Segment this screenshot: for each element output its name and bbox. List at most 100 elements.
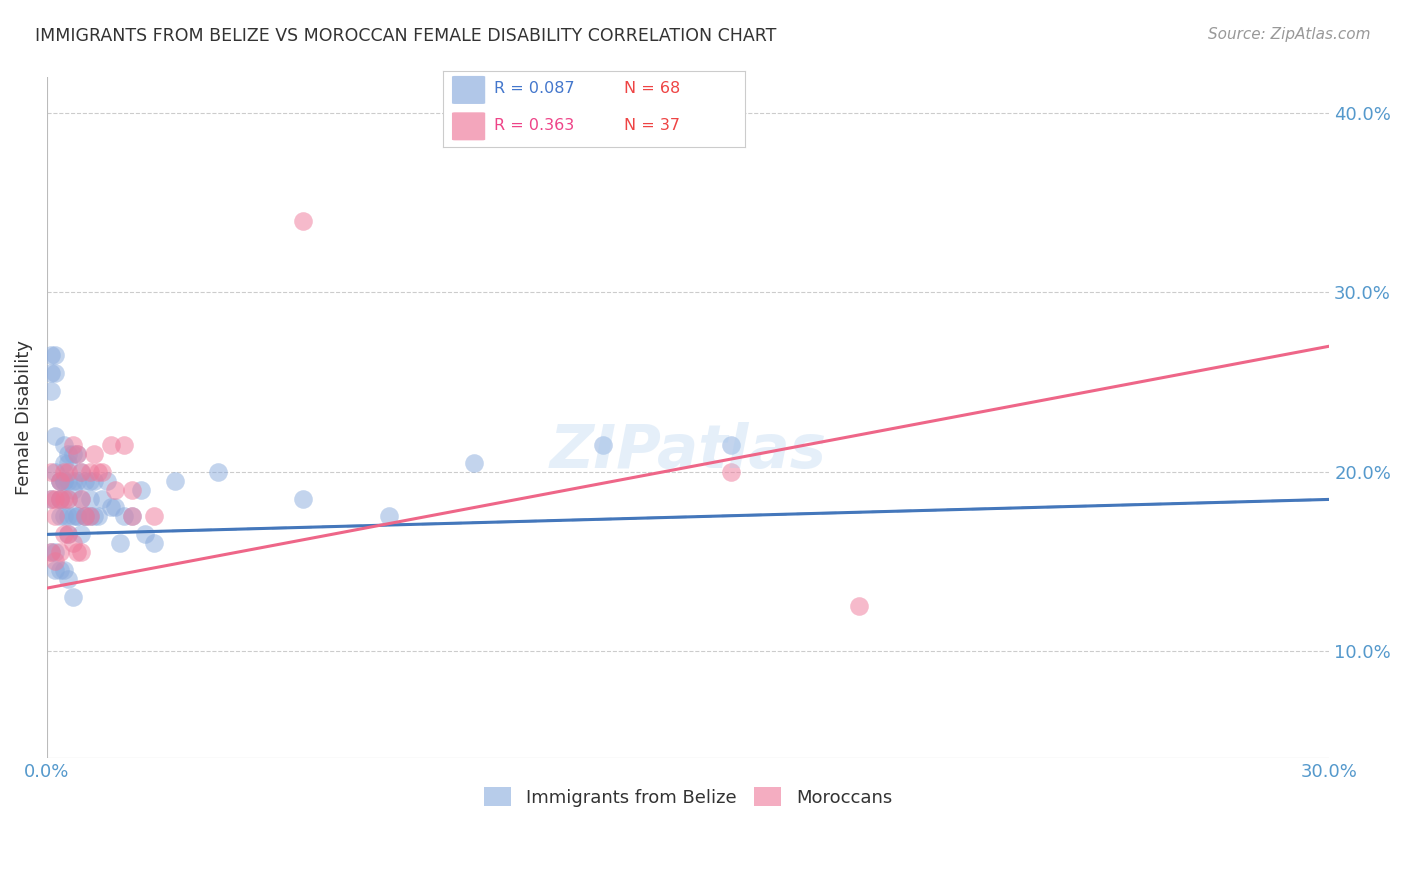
Point <box>112 438 135 452</box>
Point <box>848 599 870 613</box>
Point <box>75 509 97 524</box>
Point <box>79 491 101 506</box>
Point <box>83 447 105 461</box>
Point <box>53 438 76 452</box>
Point <box>58 465 80 479</box>
Point <box>48 474 70 488</box>
Point <box>62 509 84 524</box>
Point <box>121 509 143 524</box>
Point <box>44 509 66 524</box>
Point <box>62 483 84 497</box>
Point <box>53 509 76 524</box>
Point <box>79 509 101 524</box>
Point <box>53 456 76 470</box>
Point <box>463 456 485 470</box>
Point <box>83 509 105 524</box>
Point <box>62 447 84 461</box>
Point <box>292 491 315 506</box>
Point <box>100 500 122 515</box>
Point <box>39 491 62 506</box>
Point <box>48 491 70 506</box>
Point <box>87 465 110 479</box>
Point <box>39 348 62 362</box>
Point <box>58 456 80 470</box>
Point <box>48 509 70 524</box>
Point <box>70 545 93 559</box>
Point <box>62 438 84 452</box>
Point <box>66 474 89 488</box>
Point <box>720 438 742 452</box>
Point <box>39 491 62 506</box>
Y-axis label: Female Disability: Female Disability <box>15 341 32 495</box>
Point <box>53 474 76 488</box>
Point <box>165 474 187 488</box>
Point <box>53 563 76 577</box>
Point <box>53 491 76 506</box>
Text: R = 0.087: R = 0.087 <box>495 81 575 96</box>
Legend: Immigrants from Belize, Moroccans: Immigrants from Belize, Moroccans <box>477 780 900 814</box>
Point <box>44 563 66 577</box>
Point <box>44 348 66 362</box>
Point <box>53 465 76 479</box>
Point <box>108 536 131 550</box>
Point <box>39 545 62 559</box>
Text: N = 68: N = 68 <box>624 81 681 96</box>
Point <box>142 536 165 550</box>
Point <box>592 438 614 452</box>
Point <box>66 545 89 559</box>
Point <box>79 509 101 524</box>
Point <box>121 509 143 524</box>
Point <box>58 447 80 461</box>
Point <box>48 474 70 488</box>
Point <box>83 474 105 488</box>
Point <box>720 465 742 479</box>
Point <box>62 474 84 488</box>
Point <box>39 384 62 398</box>
Point <box>104 500 127 515</box>
Point <box>87 509 110 524</box>
Point <box>44 366 66 380</box>
Point <box>75 509 97 524</box>
Point <box>96 474 118 488</box>
Point <box>58 509 80 524</box>
Point <box>75 474 97 488</box>
Point <box>91 465 114 479</box>
Point <box>44 429 66 443</box>
Point <box>48 491 70 506</box>
Text: ZIPatlas: ZIPatlas <box>550 423 827 482</box>
Text: N = 37: N = 37 <box>624 119 681 134</box>
Point <box>48 491 70 506</box>
Point <box>378 509 401 524</box>
Point <box>48 474 70 488</box>
Text: IMMIGRANTS FROM BELIZE VS MOROCCAN FEMALE DISABILITY CORRELATION CHART: IMMIGRANTS FROM BELIZE VS MOROCCAN FEMAL… <box>35 27 776 45</box>
Point <box>58 572 80 586</box>
Point <box>58 491 80 506</box>
Point <box>62 536 84 550</box>
Point <box>134 527 156 541</box>
Point <box>39 366 62 380</box>
Point <box>66 447 89 461</box>
Point <box>70 527 93 541</box>
Point <box>44 554 66 568</box>
FancyBboxPatch shape <box>451 112 485 140</box>
Point <box>207 465 229 479</box>
Point <box>79 474 101 488</box>
Point <box>62 590 84 604</box>
Point <box>48 563 70 577</box>
Point <box>44 491 66 506</box>
Point <box>44 465 66 479</box>
Point <box>292 214 315 228</box>
Point <box>112 509 135 524</box>
Point <box>91 491 114 506</box>
Point <box>53 527 76 541</box>
Point <box>129 483 152 497</box>
Point <box>121 483 143 497</box>
Point <box>39 465 62 479</box>
Point <box>66 509 89 524</box>
Point <box>70 491 93 506</box>
FancyBboxPatch shape <box>451 76 485 104</box>
Point <box>58 491 80 506</box>
Point <box>48 545 70 559</box>
Point <box>70 491 93 506</box>
Point <box>104 483 127 497</box>
